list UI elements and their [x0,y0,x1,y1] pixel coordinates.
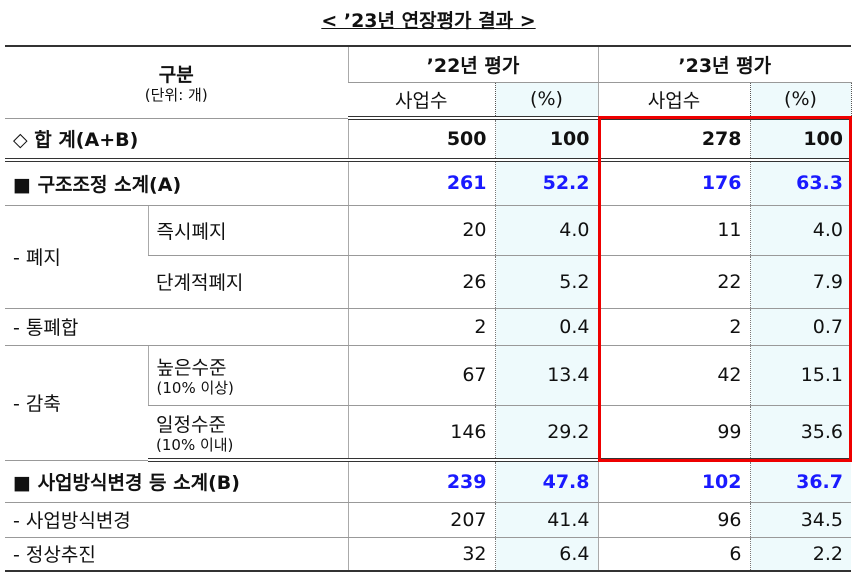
cell: 2 [597,307,750,346]
row: - 사업방식변경 207 41.4 96 34.5 [5,501,851,538]
row: 단계적폐지 26 5.2 22 7.9 [5,254,851,309]
cell: 96 [597,501,750,538]
column-header: (%) [749,81,852,120]
cell: 5.2 [494,254,598,309]
cell: 102 [597,459,750,503]
row-label-cell: 높은수준 (10% 이상) [147,344,348,406]
group-label: - 폐지 [5,204,148,309]
row-label: ■ 구조조정 소계(A) [5,159,348,206]
cell: 6 [597,536,750,572]
title-text: < ’23년 연장평가 결과 > [321,10,536,32]
cell: 15.1 [749,344,851,406]
cell: 100 [749,117,851,162]
row-note: (10% 이상) [156,379,234,397]
row-label: - 사업방식변경 [5,501,348,538]
cell: 34.5 [749,501,851,538]
row-label: ■ 사업방식변경 등 소계(B) [5,459,348,503]
row-label: 일정수준 [156,413,226,436]
column-header: (%) [494,81,599,120]
row: - 통폐합 2 0.4 2 0.7 [5,307,851,346]
column-header: 사업수 [348,81,495,120]
highlight-box [598,116,852,462]
cell: 32 [347,536,495,572]
cell: 176 [597,159,750,206]
cell: 2 [347,307,495,346]
column-header: 사업수 [597,81,750,120]
subtotal-row: ■ 사업방식변경 등 소계(B) 239 47.8 102 36.7 [5,459,851,503]
row: - 감축 높은수준 (10% 이상) 67 13.4 42 15.1 [5,344,851,461]
cell: 261 [347,159,495,206]
header-category: 구분 (단위: 개) [5,45,348,119]
year-header: ’22년 평가 [347,45,598,83]
cell: 20 [347,204,495,256]
cell: 11 [597,204,750,256]
cell: 99 [597,404,750,462]
cell: 2.2 [749,536,851,572]
cell: 13.4 [494,344,598,406]
cell: 100 [494,117,598,162]
cell: 146 [347,404,495,462]
row-label: - 정상추진 [5,536,348,572]
row-label: 단계적폐지 [148,254,348,309]
header-row: 구분 (단위: 개) ’22년 평가 ’23년 평가 [5,45,851,119]
cell: 26 [347,254,495,309]
cell: 239 [347,459,495,503]
cell: 207 [347,501,495,538]
total-row: ◇ 합 계(A+B) 500 100 278 100 [5,117,851,162]
cell: 0.7 [749,307,851,346]
cell: 6.4 [494,536,598,572]
cell: 500 [347,117,495,162]
title: < ’23년 연장평가 결과 > [0,6,857,33]
cell: 0.4 [494,307,598,346]
row: - 폐지 즉시폐지 20 4.0 11 4.0 [5,204,851,309]
group-label: - 감축 [5,344,148,461]
unit: (단위: 개) [144,86,208,105]
cell: 63.3 [749,159,851,206]
cell: 52.2 [494,159,598,206]
row: - 정상추진 32 6.4 6 2.2 [5,536,851,572]
cell: 47.8 [494,459,598,503]
cell: 41.4 [494,501,598,538]
subtotal-row: ■ 구조조정 소계(A) 261 52.2 176 63.3 [5,159,851,206]
cell: 278 [597,117,750,162]
cell: 4.0 [494,204,598,256]
cell: 4.0 [749,204,851,256]
row-label: 높은수준 [156,357,227,379]
row-label: - 통폐합 [5,307,348,346]
cell: 7.9 [749,254,851,309]
row-label-cell: 일정수준 (10% 이내) [148,404,348,462]
header-row: 사업수 (%) 사업수 (%) [5,81,852,120]
cell: 35.6 [749,404,851,462]
result-table: 구분 (단위: 개) ’22년 평가 ’23년 평가 사업수 (%) 사업수 (%… [5,45,852,572]
row-label: 즉시폐지 [147,204,348,256]
category: 구분 [158,64,194,87]
row: 일정수준 (10% 이내) 146 29.2 99 35.6 [5,404,851,462]
cell: 29.2 [494,404,598,462]
cell: 36.7 [749,459,851,503]
row-label: ◇ 합 계(A+B) [5,117,348,162]
cell: 67 [347,344,495,406]
year-header: ’23년 평가 [597,45,851,83]
row-note: (10% 이내) [156,435,234,454]
